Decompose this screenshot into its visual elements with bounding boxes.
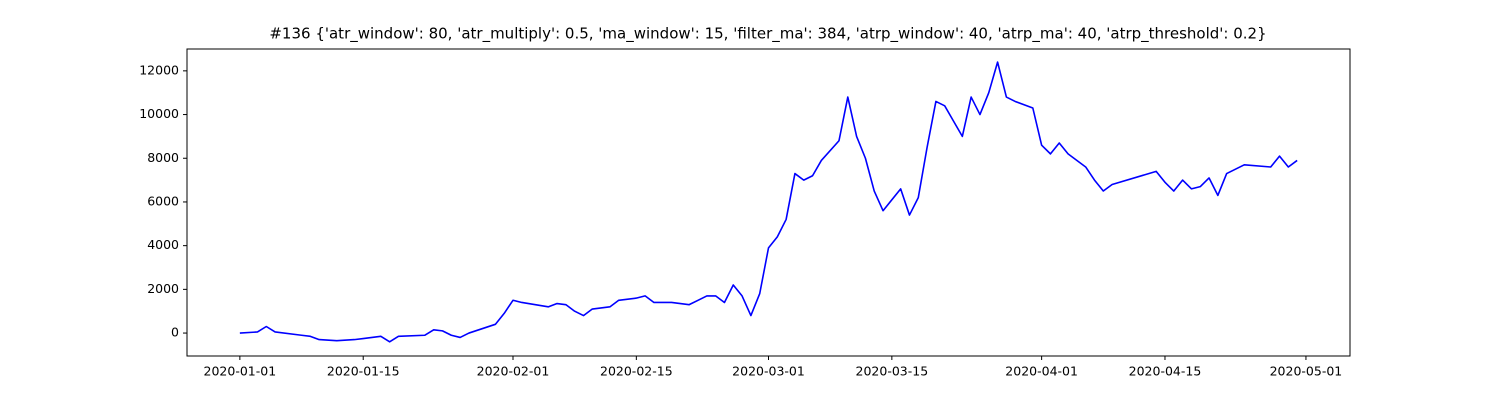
data-line (239, 61, 1298, 343)
y-tick-label: 0 (171, 325, 179, 340)
y-tick-label: 10000 (139, 106, 179, 121)
y-tick-label: 8000 (147, 150, 179, 165)
x-tick-label: 2020-03-01 (732, 364, 805, 379)
x-tick-label: 2020-01-15 (327, 364, 400, 379)
chart-title: #136 {'atr_window': 80, 'atr_multiply': … (269, 25, 1266, 44)
x-tick-label: 2020-04-01 (1005, 364, 1078, 379)
x-tick-label: 2020-03-15 (856, 364, 929, 379)
y-tick-label: 4000 (147, 237, 179, 252)
x-tick-label: 2020-01-01 (204, 364, 277, 379)
x-tick-label: 2020-02-01 (477, 364, 550, 379)
x-tick-label: 2020-04-15 (1129, 364, 1202, 379)
x-tick-label: 2020-05-01 (1270, 364, 1343, 379)
y-tick-label: 2000 (147, 281, 179, 296)
y-tick-label: 6000 (147, 193, 179, 208)
x-tick-label: 2020-02-15 (600, 364, 673, 379)
y-tick-label: 12000 (139, 62, 179, 77)
